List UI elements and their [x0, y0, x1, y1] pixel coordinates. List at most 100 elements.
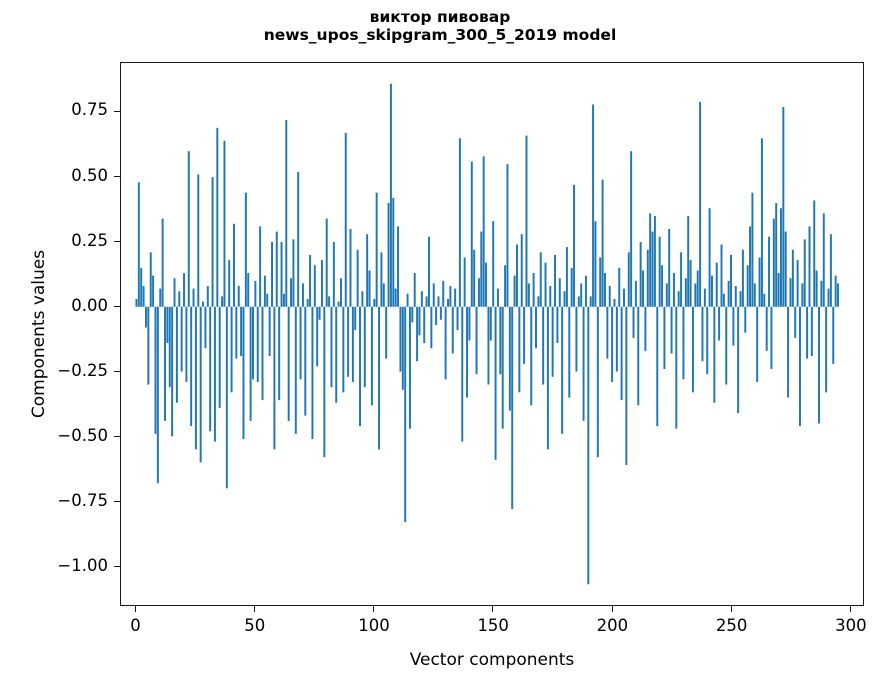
- bar: [144, 306, 147, 328]
- bar: [618, 267, 621, 307]
- bar: [213, 306, 216, 442]
- bar: [252, 306, 254, 380]
- bar: [646, 249, 649, 307]
- bar: [565, 247, 568, 307]
- bar: [166, 306, 169, 344]
- bar: [316, 306, 319, 367]
- bar: [140, 267, 143, 307]
- bar: [653, 216, 656, 307]
- bar: [706, 306, 709, 375]
- bar: [263, 275, 266, 307]
- chart-title-line-2: news_upos_skipgram_300_5_2019 model: [263, 26, 617, 45]
- bar: [356, 249, 359, 307]
- bar: [313, 265, 316, 307]
- x-tick-mark: [134, 606, 136, 612]
- bar: [458, 138, 461, 307]
- bar: [152, 275, 155, 307]
- bar: [661, 265, 664, 307]
- bar: [218, 306, 221, 408]
- bar: [611, 306, 614, 382]
- bar: [349, 228, 352, 307]
- bar: [406, 293, 409, 307]
- x-tick-mark: [373, 606, 375, 612]
- bar: [758, 257, 761, 307]
- bar: [825, 306, 828, 393]
- bar: [803, 239, 806, 307]
- bar: [259, 226, 262, 307]
- bar: [354, 306, 357, 331]
- bar: [194, 306, 197, 450]
- bar: [325, 218, 328, 307]
- plot-surface: [121, 63, 863, 605]
- bar: [577, 296, 580, 307]
- bar: [518, 306, 521, 393]
- bar: [772, 218, 775, 307]
- bar: [416, 306, 419, 362]
- bar: [428, 236, 430, 307]
- bar: [820, 280, 823, 307]
- bar: [449, 286, 452, 307]
- bar: [558, 278, 561, 307]
- bar: [318, 306, 321, 320]
- bar: [206, 286, 209, 307]
- bar: [703, 288, 706, 307]
- bar: [159, 288, 162, 307]
- bar: [668, 228, 671, 307]
- bar: [180, 306, 183, 372]
- bar: [373, 298, 376, 307]
- bar: [256, 306, 259, 382]
- bar: [466, 306, 469, 398]
- bar: [525, 135, 528, 307]
- bar: [475, 306, 478, 375]
- bar: [749, 226, 752, 307]
- x-tick-label: 150: [477, 616, 509, 635]
- bar: [492, 221, 495, 307]
- bar: [615, 306, 618, 372]
- bar: [801, 283, 804, 307]
- bar: [496, 288, 499, 307]
- x-axis-label: Vector components: [409, 650, 575, 670]
- bar: [378, 306, 381, 450]
- bar: [408, 306, 411, 429]
- bar: [751, 192, 754, 307]
- bar: [639, 241, 642, 307]
- bar: [171, 306, 174, 437]
- bar: [739, 291, 742, 307]
- bar: [168, 306, 171, 388]
- y-tick-mark: [114, 305, 120, 307]
- bar: [532, 273, 535, 307]
- bar: [473, 249, 476, 307]
- bar: [763, 293, 766, 307]
- bar: [608, 286, 611, 307]
- bar: [285, 120, 288, 307]
- bar: [601, 179, 604, 307]
- bar: [397, 226, 400, 307]
- bar: [330, 306, 333, 388]
- bar: [837, 283, 840, 307]
- bar: [551, 306, 554, 377]
- bar: [178, 291, 181, 307]
- y-tick-mark: [114, 110, 120, 112]
- bar: [810, 306, 813, 357]
- bar: [221, 296, 224, 307]
- bar: [389, 83, 392, 307]
- bar: [689, 260, 692, 307]
- bar: [687, 216, 690, 307]
- bar: [192, 288, 195, 307]
- bar: [209, 306, 212, 432]
- bar: [432, 283, 435, 307]
- bar: [287, 306, 290, 421]
- bar: [361, 291, 364, 307]
- bar: [468, 306, 471, 341]
- bar: [392, 197, 395, 307]
- bar: [275, 231, 278, 307]
- bar: [254, 280, 257, 307]
- bar: [311, 306, 314, 440]
- bar: [249, 306, 252, 421]
- bar: [520, 234, 523, 307]
- bar: [756, 306, 759, 382]
- bar: [651, 231, 654, 307]
- bar: [211, 177, 214, 307]
- bar: [463, 257, 466, 307]
- bar: [644, 306, 647, 351]
